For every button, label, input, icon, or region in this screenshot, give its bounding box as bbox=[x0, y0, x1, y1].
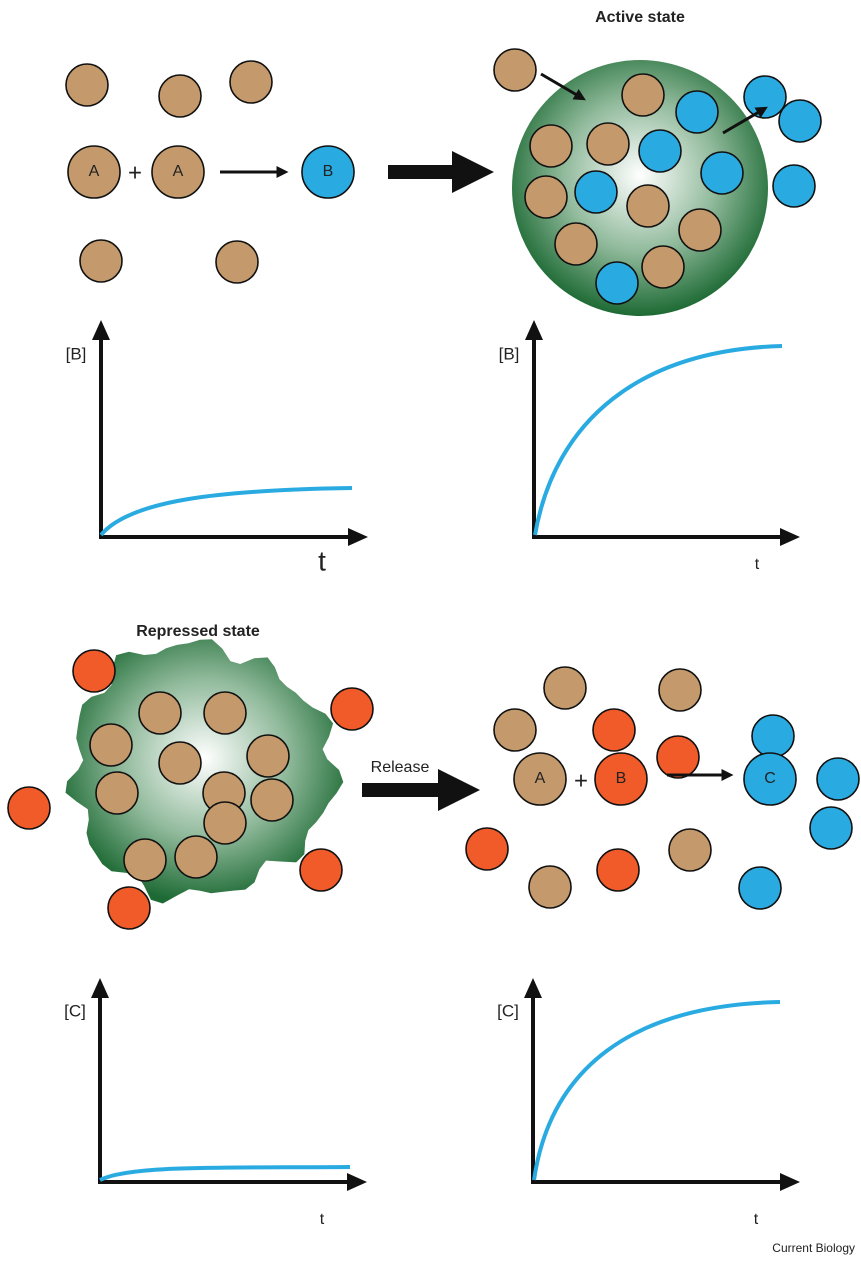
x-label: t bbox=[318, 545, 326, 576]
plot: [C] t bbox=[64, 978, 367, 1228]
molecule bbox=[669, 829, 711, 871]
molecule bbox=[331, 688, 373, 730]
molecule bbox=[494, 709, 536, 751]
molecule bbox=[530, 125, 572, 167]
molecule bbox=[204, 692, 246, 734]
plus: + bbox=[128, 159, 142, 186]
molecule bbox=[739, 867, 781, 909]
x-label: t bbox=[320, 1211, 325, 1228]
molecule bbox=[555, 223, 597, 265]
molecule bbox=[159, 742, 201, 784]
axis-heads bbox=[525, 320, 800, 546]
label: A bbox=[173, 163, 184, 180]
molecule bbox=[124, 839, 166, 881]
active-state: Active state bbox=[494, 9, 821, 316]
y-label: [B] bbox=[66, 344, 87, 363]
molecule bbox=[96, 772, 138, 814]
curve bbox=[101, 488, 352, 535]
molecule bbox=[596, 262, 638, 304]
molecule bbox=[817, 758, 859, 800]
plot: [B] t bbox=[66, 320, 368, 576]
molecule bbox=[216, 241, 258, 283]
molecule bbox=[659, 669, 701, 711]
molecule bbox=[810, 807, 852, 849]
molecule bbox=[622, 74, 664, 116]
axis-heads bbox=[91, 978, 367, 1191]
molecule bbox=[642, 246, 684, 288]
molecule bbox=[251, 779, 293, 821]
bottom-right-reaction: A + B C bbox=[466, 667, 859, 909]
top-left-reaction: A + A B bbox=[66, 61, 354, 283]
molecule bbox=[544, 667, 586, 709]
molecule bbox=[175, 836, 217, 878]
molecule bbox=[90, 724, 132, 766]
title: Active state bbox=[595, 9, 685, 26]
repressed-state: Repressed state bbox=[8, 623, 373, 929]
molecule bbox=[247, 735, 289, 777]
molecule bbox=[701, 152, 743, 194]
molecule bbox=[466, 828, 508, 870]
molecule bbox=[204, 802, 246, 844]
molecule bbox=[525, 176, 567, 218]
axes bbox=[101, 330, 358, 537]
y-label: [C] bbox=[64, 1001, 86, 1020]
molecule bbox=[66, 64, 108, 106]
curve bbox=[100, 1167, 350, 1180]
molecule bbox=[230, 61, 272, 103]
label: B bbox=[323, 163, 334, 180]
molecule bbox=[676, 91, 718, 133]
label: A bbox=[89, 163, 100, 180]
molecule bbox=[529, 866, 571, 908]
molecule bbox=[575, 171, 617, 213]
molecule bbox=[679, 209, 721, 251]
molecule bbox=[587, 123, 629, 165]
molecule bbox=[639, 130, 681, 172]
molecule bbox=[108, 887, 150, 929]
molecule bbox=[627, 185, 669, 227]
molecule bbox=[494, 49, 536, 91]
molecule bbox=[773, 165, 815, 207]
label: A bbox=[535, 770, 546, 787]
axes bbox=[100, 988, 357, 1182]
molecule bbox=[779, 100, 821, 142]
y-label: [B] bbox=[499, 344, 520, 363]
molecule bbox=[8, 787, 50, 829]
x-label: t bbox=[754, 1211, 759, 1228]
curve bbox=[535, 346, 782, 535]
footer: Current Biology bbox=[772, 1241, 855, 1255]
diagram: A + A B Active state Repressed state Rel… bbox=[0, 0, 861, 1263]
release-label: Release bbox=[371, 759, 430, 776]
axis-heads bbox=[524, 978, 800, 1191]
molecule bbox=[593, 709, 635, 751]
y-label: [C] bbox=[497, 1001, 519, 1020]
molecule bbox=[300, 849, 342, 891]
plot: [B] t bbox=[499, 320, 800, 573]
label: C bbox=[764, 770, 776, 787]
x-label: t bbox=[755, 556, 760, 573]
molecule bbox=[657, 736, 699, 778]
molecule bbox=[752, 715, 794, 757]
molecule bbox=[744, 76, 786, 118]
molecule bbox=[597, 849, 639, 891]
molecule bbox=[80, 240, 122, 282]
plus: + bbox=[574, 767, 588, 794]
label: B bbox=[616, 770, 627, 787]
curve bbox=[534, 1002, 780, 1180]
molecule bbox=[73, 650, 115, 692]
plot: [C] t bbox=[497, 978, 800, 1228]
molecule bbox=[159, 75, 201, 117]
axes bbox=[534, 330, 790, 537]
molecule bbox=[139, 692, 181, 734]
title: Repressed state bbox=[136, 623, 260, 640]
